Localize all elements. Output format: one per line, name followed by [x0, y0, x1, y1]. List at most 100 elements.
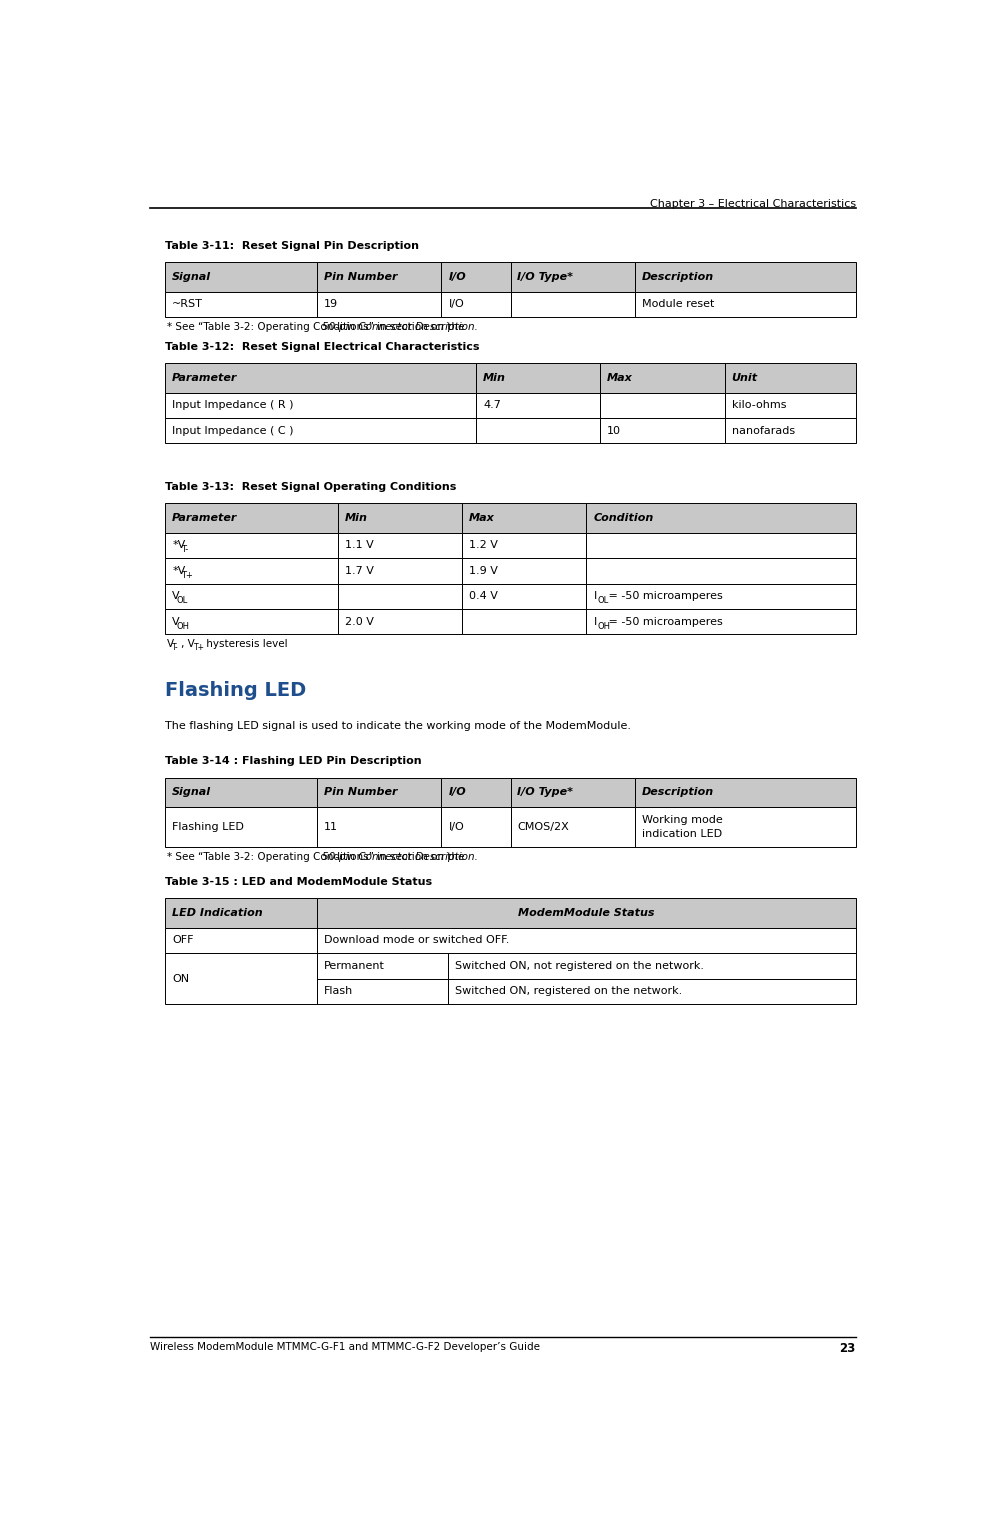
Text: Description: Description [642, 272, 714, 282]
Text: * See “Table 3-2: Operating Conditions” in section on the: * See “Table 3-2: Operating Conditions” … [167, 322, 467, 332]
Bar [165, 419, 476, 443]
Bar [635, 806, 855, 846]
Bar [510, 263, 635, 292]
Text: Table 3-15 : LED and ModemModule Status: Table 3-15 : LED and ModemModule Status [165, 877, 433, 886]
Bar [587, 503, 855, 532]
Text: Input Impedance ( R ): Input Impedance ( R ) [173, 400, 293, 411]
Text: ~RST: ~RST [173, 300, 203, 309]
Bar [317, 263, 441, 292]
Bar [600, 419, 725, 443]
Bar [476, 419, 600, 443]
Text: OH: OH [597, 622, 611, 631]
Bar [337, 559, 462, 583]
Text: Switched ON, registered on the network.: Switched ON, registered on the network. [455, 986, 683, 996]
Bar [441, 263, 510, 292]
Text: Min: Min [345, 512, 368, 523]
Text: T-: T- [172, 643, 179, 653]
Bar [587, 609, 855, 634]
Bar [165, 928, 317, 953]
Text: ON: ON [173, 974, 189, 983]
Text: 4.7: 4.7 [483, 400, 501, 411]
Bar [587, 583, 855, 609]
Text: OH: OH [177, 622, 189, 631]
Bar [317, 928, 855, 953]
Text: OL: OL [597, 596, 609, 605]
Text: Chapter 3 – Electrical Characteristics: Chapter 3 – Electrical Characteristics [649, 199, 855, 209]
Bar [317, 806, 441, 846]
Text: Table 3-12:  Reset Signal Electrical Characteristics: Table 3-12: Reset Signal Electrical Char… [165, 342, 480, 352]
Text: = -50 microamperes: = -50 microamperes [604, 591, 722, 602]
Bar [165, 363, 476, 392]
Text: Signal: Signal [173, 272, 211, 282]
Text: I/O: I/O [448, 300, 464, 309]
Text: 1.9 V: 1.9 V [469, 566, 498, 576]
Bar [448, 953, 855, 979]
Bar [725, 392, 855, 419]
Bar [337, 503, 462, 532]
Bar [462, 503, 587, 532]
Text: Download mode or switched OFF.: Download mode or switched OFF. [324, 936, 509, 945]
Text: kilo-ohms: kilo-ohms [732, 400, 786, 411]
Text: Table 3-14 : Flashing LED Pin Description: Table 3-14 : Flashing LED Pin Descriptio… [165, 756, 422, 766]
Bar [317, 899, 855, 928]
Text: T+: T+ [181, 571, 192, 580]
Bar [165, 899, 317, 928]
Bar [462, 559, 587, 583]
Bar [441, 806, 510, 846]
Text: ModemModule Status: ModemModule Status [518, 908, 654, 919]
Text: Unit: Unit [732, 372, 757, 383]
Text: 10: 10 [607, 426, 621, 436]
Text: 2.0 V: 2.0 V [345, 617, 374, 626]
Bar [600, 363, 725, 392]
Text: 23: 23 [840, 1342, 855, 1354]
Text: Signal: Signal [173, 788, 211, 797]
Bar [337, 583, 462, 609]
Text: I/O: I/O [448, 272, 466, 282]
Bar [165, 503, 337, 532]
Text: Module reset: Module reset [642, 300, 714, 309]
Text: Input Impedance ( C ): Input Impedance ( C ) [173, 426, 293, 436]
Text: Min: Min [483, 372, 506, 383]
Bar [165, 806, 317, 846]
Text: Pin Number: Pin Number [324, 272, 397, 282]
Text: Switched ON, not registered on the network.: Switched ON, not registered on the netwo… [455, 960, 704, 971]
Text: 19: 19 [324, 300, 338, 309]
Text: Condition: Condition [594, 512, 653, 523]
Text: Pin Number: Pin Number [324, 788, 397, 797]
Text: T-: T- [181, 545, 188, 554]
Bar [725, 419, 855, 443]
Text: 1.2 V: 1.2 V [469, 540, 498, 551]
Bar [337, 609, 462, 634]
Bar [476, 363, 600, 392]
Bar [165, 559, 337, 583]
Text: * See “Table 3-2: Operating Conditions” in section on the: * See “Table 3-2: Operating Conditions” … [167, 851, 467, 862]
Bar [165, 583, 337, 609]
Text: OFF: OFF [173, 936, 193, 945]
Text: 50-pin Connector Description.: 50-pin Connector Description. [322, 851, 478, 862]
Bar [337, 532, 462, 559]
Text: OL: OL [177, 596, 187, 605]
Text: V: V [173, 591, 180, 602]
Text: Max: Max [469, 512, 494, 523]
Text: I/O: I/O [448, 788, 466, 797]
Bar [317, 777, 441, 806]
Bar [635, 292, 855, 317]
Text: I/O Type*: I/O Type* [518, 788, 574, 797]
Text: Description: Description [642, 788, 714, 797]
Text: Parameter: Parameter [173, 512, 237, 523]
Text: *V: *V [173, 540, 185, 551]
Bar [441, 292, 510, 317]
Text: I: I [594, 617, 596, 626]
Bar [587, 559, 855, 583]
Text: Flash: Flash [324, 986, 353, 996]
Bar [462, 532, 587, 559]
Text: nanofarads: nanofarads [732, 426, 795, 436]
Bar [510, 806, 635, 846]
Text: 0.4 V: 0.4 V [469, 591, 498, 602]
Text: 1.7 V: 1.7 V [345, 566, 374, 576]
Text: hysteresis level: hysteresis level [203, 639, 287, 648]
Bar [441, 777, 510, 806]
Text: Max: Max [607, 372, 633, 383]
Bar [635, 263, 855, 292]
Bar [476, 392, 600, 419]
